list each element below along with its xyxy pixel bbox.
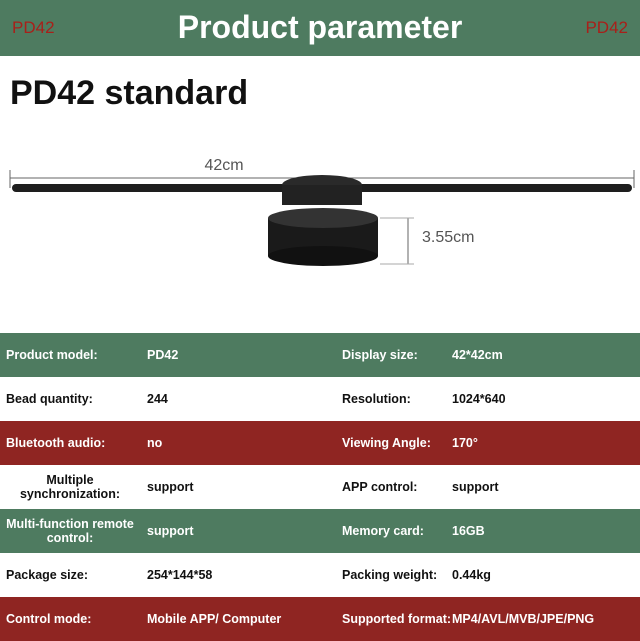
table-row: Multi-function remote control: support Mem…: [0, 509, 640, 553]
label-cell: Resolution:: [342, 392, 411, 406]
header-title: Product parameter: [177, 9, 463, 45]
label-cell: Bead quantity:: [6, 392, 93, 406]
value-cell: 170°: [452, 436, 478, 450]
table-row: Bead quantity: 244 Resolution: 1024*640: [0, 377, 640, 421]
heading: PD42 standard: [10, 74, 249, 112]
header-bar: PD42 Product parameter PD42: [0, 0, 640, 56]
value-cell: 0.44kg: [452, 568, 491, 582]
spec-table: Product model: PD42 Display size: 42*42cm Be…: [0, 333, 640, 641]
header-right: PD42: [585, 18, 628, 37]
table-row: Package size: 254*144*58 Packing weight: 0.…: [0, 553, 640, 597]
value-cell: 42*42cm: [452, 348, 503, 362]
label-cell: Packing weight:: [342, 568, 438, 582]
label-cell: Bluetooth audio:: [6, 436, 106, 450]
label-cell: Product model:: [6, 348, 98, 362]
table-row: Product model: PD42 Display size: 42*42cm: [0, 333, 640, 377]
table-row: Multiple synchronization: support APP cont…: [0, 465, 640, 509]
label-cell: Display size:: [342, 348, 418, 362]
value-cell: 254*144*58: [147, 568, 213, 582]
table-row: Bluetooth audio: no Viewing Angle: 170°: [0, 421, 640, 465]
label-cell: Multi-function remote control:: [6, 517, 134, 545]
label-cell: Control mode:: [6, 612, 92, 626]
width-label: 42cm: [204, 157, 243, 174]
header-left: PD42: [12, 18, 55, 37]
table-row: Control mode: Mobile APP/ Computer Support…: [0, 597, 640, 641]
label-cell: Package size:: [6, 568, 88, 582]
label-cell: Supported format:: [342, 612, 452, 626]
value-cell: Mobile APP/ Computer: [147, 612, 282, 626]
label-cell: Memory card:: [342, 524, 424, 538]
value-cell: 16GB: [452, 524, 485, 538]
value-cell: 1024*640: [452, 392, 506, 406]
value-cell: no: [147, 436, 163, 450]
value-cell: support: [147, 480, 194, 494]
value-cell: support: [147, 524, 194, 538]
value-cell: support: [452, 480, 499, 494]
value-cell: MP4/AVL/MVB/JPE/PNG: [452, 612, 595, 626]
label-cell: Multiple synchronization:: [19, 473, 120, 501]
hub-body: [282, 185, 362, 205]
label-cell: APP control:: [342, 480, 418, 494]
product-image: 42cm 3.55cm: [9, 157, 635, 266]
value-cell: PD42: [147, 348, 179, 362]
value-cell: 244: [147, 392, 168, 406]
label-cell: Viewing Angle:: [342, 436, 431, 450]
base-bottom: [268, 246, 378, 266]
height-label: 3.55cm: [422, 229, 474, 246]
base-top: [268, 208, 378, 228]
